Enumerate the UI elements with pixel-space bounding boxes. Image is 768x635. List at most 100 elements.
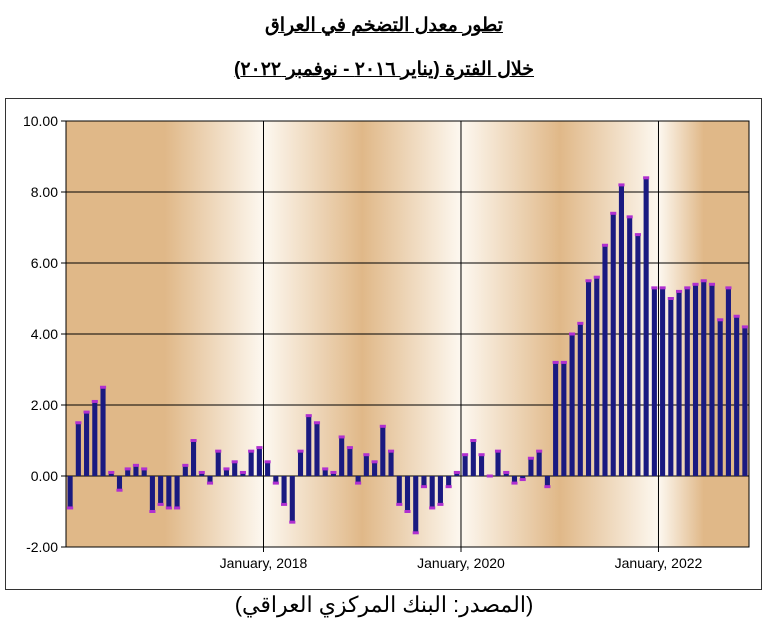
bar bbox=[602, 245, 608, 476]
bar-cap bbox=[99, 385, 107, 389]
bar bbox=[717, 319, 723, 476]
bar-cap bbox=[552, 360, 559, 364]
bar bbox=[610, 213, 616, 477]
bar bbox=[520, 476, 526, 480]
bar-cap bbox=[634, 233, 641, 237]
bar-cap bbox=[67, 506, 74, 510]
bar bbox=[75, 422, 81, 476]
bar bbox=[503, 472, 509, 476]
bar bbox=[92, 401, 98, 476]
bar bbox=[495, 451, 501, 476]
bar bbox=[404, 476, 411, 512]
bar-cap bbox=[404, 510, 411, 513]
bar-cap bbox=[157, 502, 164, 506]
bar bbox=[256, 447, 262, 476]
y-tick-label: 0.00 bbox=[31, 468, 58, 484]
bar-cap bbox=[91, 399, 98, 403]
bar bbox=[207, 476, 213, 484]
bar-cap bbox=[519, 478, 526, 482]
bar-cap bbox=[478, 453, 485, 457]
y-tick-label: 2.00 bbox=[31, 397, 58, 413]
bar-cap bbox=[231, 460, 238, 464]
bar-cap bbox=[355, 481, 362, 485]
bar bbox=[651, 287, 657, 476]
bar-cap bbox=[470, 439, 477, 442]
bar-cap bbox=[215, 449, 222, 453]
y-tick-label: 4.00 bbox=[31, 326, 58, 342]
bar-cap bbox=[297, 449, 304, 453]
bar-cap bbox=[371, 460, 378, 464]
bar bbox=[725, 287, 731, 476]
bar-cap bbox=[190, 439, 197, 442]
bar bbox=[734, 316, 740, 476]
bar-cap bbox=[725, 286, 732, 290]
bar-cap bbox=[256, 446, 263, 450]
bar-cap bbox=[363, 453, 370, 457]
inflation-chart: 10.00 8.00 6.00 4.00 2.00 0.00 -2.00 January, 2… bbox=[23, 113, 750, 571]
bar bbox=[470, 440, 476, 476]
bar bbox=[577, 323, 583, 476]
bar bbox=[166, 476, 172, 508]
bar-cap bbox=[503, 470, 510, 474]
bar bbox=[141, 468, 147, 476]
bar-cap bbox=[281, 502, 288, 506]
bar bbox=[281, 476, 287, 505]
bar-cap bbox=[322, 467, 329, 471]
bar-cap bbox=[527, 456, 534, 460]
bar-cap bbox=[560, 360, 567, 364]
bar bbox=[446, 476, 452, 487]
bar bbox=[437, 476, 443, 505]
bar-cap bbox=[396, 502, 403, 506]
x-tick-label: January, 2020 bbox=[417, 555, 505, 571]
bar-cap bbox=[132, 463, 139, 467]
bar bbox=[462, 454, 468, 476]
bar bbox=[635, 234, 641, 476]
bar bbox=[232, 461, 238, 476]
chart-frame: 10.00 8.00 6.00 4.00 2.00 0.00 -2.00 January, 2… bbox=[5, 98, 762, 590]
bar-cap bbox=[511, 481, 518, 485]
bar-cap bbox=[453, 470, 460, 474]
y-tick-label: 8.00 bbox=[31, 184, 58, 200]
bar-cap bbox=[437, 502, 444, 506]
bar bbox=[363, 454, 369, 476]
bar-cap bbox=[610, 211, 617, 215]
bar bbox=[742, 326, 748, 476]
bar-cap bbox=[643, 176, 650, 180]
bar-cap bbox=[626, 215, 633, 219]
bar-cap bbox=[659, 286, 666, 290]
bar bbox=[511, 476, 518, 484]
bar-cap bbox=[667, 297, 674, 300]
bar-cap bbox=[577, 321, 584, 325]
bar bbox=[569, 334, 575, 476]
bar bbox=[553, 362, 559, 476]
bar-cap bbox=[569, 332, 576, 336]
bar-cap bbox=[223, 467, 230, 471]
bar bbox=[116, 476, 123, 491]
bar bbox=[240, 472, 246, 476]
bar bbox=[594, 277, 600, 476]
bar-cap bbox=[486, 474, 493, 478]
bar-cap bbox=[676, 289, 683, 293]
bar-cap bbox=[289, 520, 296, 524]
bar-cap bbox=[618, 183, 625, 187]
bar bbox=[643, 177, 649, 477]
bar-cap bbox=[536, 449, 543, 453]
bar-cap bbox=[601, 243, 609, 247]
bar bbox=[339, 436, 345, 476]
bar bbox=[528, 458, 534, 476]
bar bbox=[182, 465, 188, 476]
bar-cap bbox=[429, 506, 436, 510]
bar-cap bbox=[198, 470, 205, 474]
x-tick-label: January, 2018 bbox=[220, 555, 308, 571]
bar bbox=[289, 476, 295, 523]
bar-cap bbox=[412, 531, 419, 535]
bar bbox=[347, 447, 353, 476]
bar-cap bbox=[141, 467, 148, 471]
bar bbox=[199, 472, 205, 476]
bar-cap bbox=[708, 282, 716, 286]
bar bbox=[561, 362, 567, 476]
bar bbox=[273, 476, 279, 484]
bar-cap bbox=[239, 470, 246, 474]
bar bbox=[413, 476, 419, 533]
bar-cap bbox=[124, 467, 131, 471]
